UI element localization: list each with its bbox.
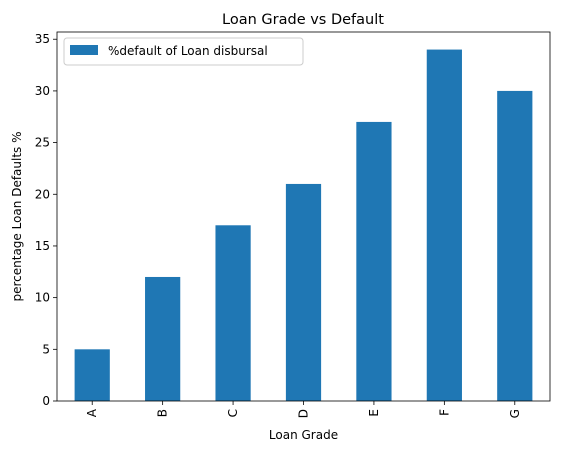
y-tick-label: 35	[35, 32, 50, 46]
bar-F	[426, 49, 462, 401]
bar-C	[215, 225, 251, 401]
x-tick-label: G	[508, 409, 522, 418]
bar-B	[145, 276, 181, 401]
legend: %default of Loan disbursal	[63, 37, 304, 66]
legend-box	[63, 37, 304, 66]
y-tick-label: 30	[35, 84, 50, 98]
y-tick-label: 20	[35, 187, 50, 201]
y-tick-label: 15	[35, 239, 50, 253]
y-tick-label: 0	[42, 394, 50, 408]
x-tick-label: C	[226, 409, 240, 417]
x-axis-label: Loan Grade	[269, 428, 338, 442]
bar-D	[285, 183, 322, 401]
legend-label: %default of Loan disbursal	[108, 44, 268, 58]
plot-frame	[56, 31, 551, 402]
x-tick-label: D	[297, 409, 311, 418]
x-tick-label: F	[437, 409, 451, 416]
x-tick-label: B	[156, 409, 170, 417]
bar-G	[497, 90, 533, 402]
y-axis-label: percentage Loan Defaults %	[10, 131, 24, 301]
x-tick-label: E	[367, 409, 381, 417]
y-axis: 0 5 10 15 20 25 30 35	[35, 32, 57, 408]
bars-group	[74, 49, 533, 402]
bar-A	[74, 349, 110, 401]
y-tick-label: 25	[35, 136, 50, 150]
y-tick-label: 10	[35, 291, 50, 305]
bar-E	[356, 121, 392, 401]
legend-swatch	[70, 45, 98, 55]
chart-title: Loan Grade vs Default	[222, 12, 384, 28]
y-tick-label: 5	[42, 342, 50, 356]
x-tick-label: A	[85, 408, 99, 417]
x-axis: A B C D E F G	[85, 401, 522, 418]
